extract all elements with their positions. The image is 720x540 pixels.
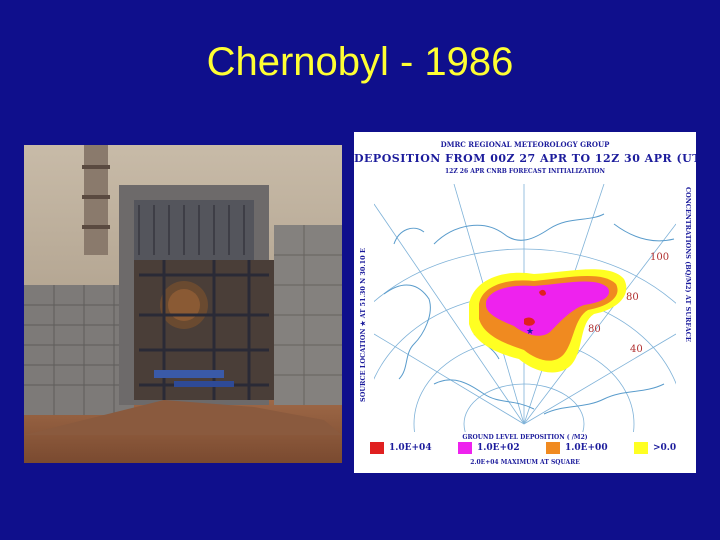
map-header-init: 12Z 26 APR CNRB FORECAST INITIALIZATION: [444, 168, 605, 175]
legend-footer: 2.0E+04 MAXIMUM AT SQUARE: [470, 459, 580, 466]
legend-label: 1.0E+02: [477, 443, 520, 453]
legend-swatch: [370, 442, 384, 454]
legend-swatch: [458, 442, 472, 454]
source-star-icon: ★: [526, 327, 534, 337]
deposition-plume: [469, 269, 627, 373]
right-side-caption: CONCENTRATIONS (BQ/M2) AT SURFACE: [684, 187, 692, 342]
contour-label-1: 100: [650, 252, 670, 263]
legend-label: 1.0E+04: [389, 443, 432, 453]
deposition-map: DMRC REGIONAL METEOROLOGY GROUP DEPOSITI…: [354, 132, 696, 473]
contour-label-3: 80: [588, 324, 601, 335]
source-location-text: SOURCE LOCATION ★ AT 51.30 N 30.10 E: [359, 248, 367, 402]
map-header-org: DMRC REGIONAL METEOROLOGY GROUP: [440, 140, 610, 149]
map-legend: GROUND LEVEL DEPOSITION ( /M2) 1.0E+04 1…: [354, 434, 696, 470]
contour-label-2: 80: [626, 292, 639, 303]
contour-label-4: 40: [630, 344, 643, 355]
legend-swatch: [546, 442, 560, 454]
map-header-title: DEPOSITION FROM 00Z 27 APR TO 12Z 30 APR…: [354, 152, 696, 165]
reactor-photo: [24, 145, 342, 463]
map-plot: ★: [374, 184, 676, 432]
legend-swatch: [634, 442, 648, 454]
reactor-illustration: [24, 145, 342, 463]
slide-title: Chernobyl - 1986: [206, 40, 514, 84]
legend-title: GROUND LEVEL DEPOSITION ( /M2): [462, 434, 588, 441]
legend-label: >0.0: [653, 443, 677, 453]
legend-label: 1.0E+00: [565, 443, 608, 453]
